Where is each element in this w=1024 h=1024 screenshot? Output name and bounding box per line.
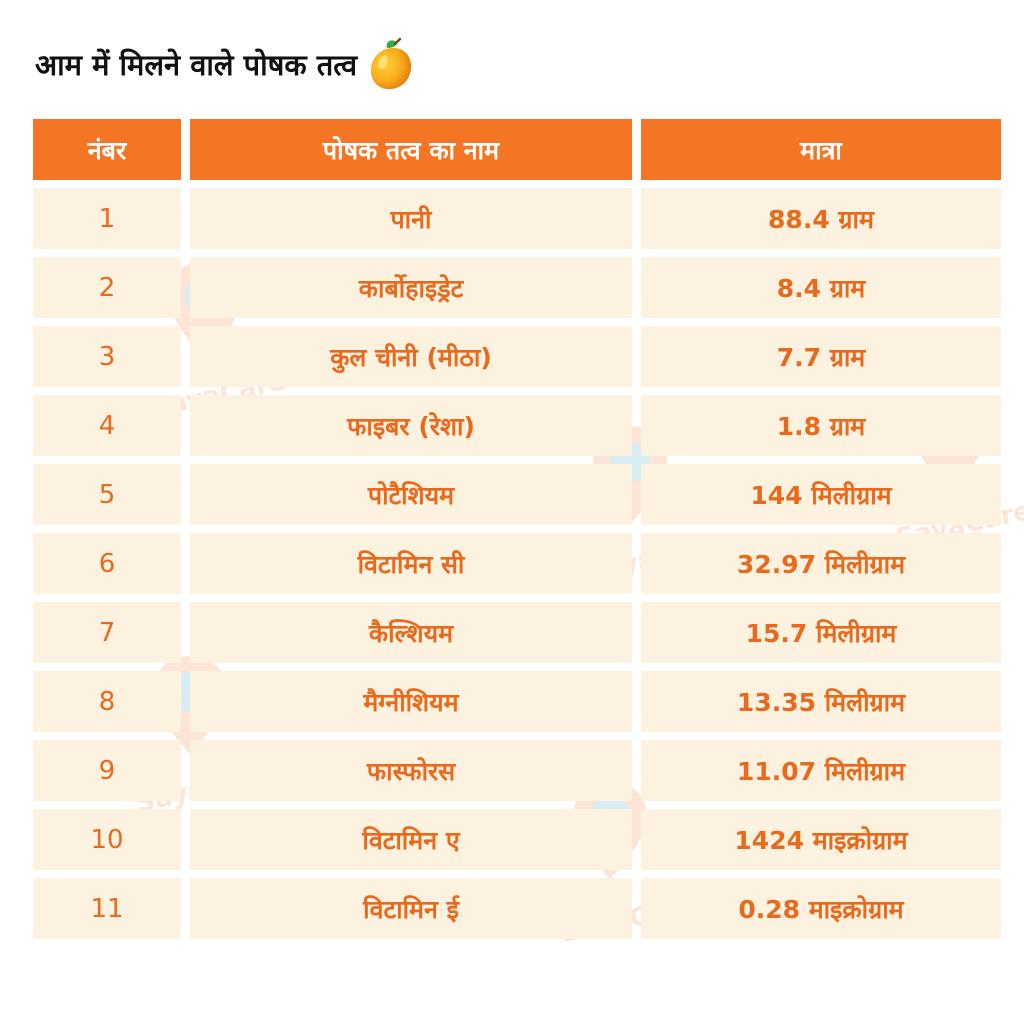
row-number: 6: [33, 533, 181, 594]
nutrient-name: पानी: [190, 188, 632, 249]
row-number: 8: [33, 671, 181, 732]
nutrient-amount: 0.28 माइक्रोग्राम: [641, 878, 1001, 939]
table-row: 10 विटामिन ए 1424 माइक्रोग्राम: [33, 809, 1001, 870]
title-row: आम में मिलने वाले पोषक तत्व: [35, 36, 417, 92]
row-number: 4: [33, 395, 181, 456]
nutrient-name: कार्बोहाइड्रेट: [190, 257, 632, 318]
header-amount: मात्रा: [641, 119, 1001, 180]
table-row: 4 फाइबर (रेशा) 1.8 ग्राम: [33, 395, 1001, 456]
nutrient-amount: 1424 माइक्रोग्राम: [641, 809, 1001, 870]
nutrient-amount: 32.97 मिलीग्राम: [641, 533, 1001, 594]
mango-icon: [371, 37, 412, 90]
row-number: 9: [33, 740, 181, 801]
row-number: 10: [33, 809, 181, 870]
nutrient-amount: 144 मिलीग्राम: [641, 464, 1001, 525]
nutrient-amount: 1.8 ग्राम: [641, 395, 1001, 456]
row-number: 11: [33, 878, 181, 939]
nutrient-name: पोटैशियम: [190, 464, 632, 525]
table-row: 9 फास्फोरस 11.07 मिलीग्राम: [33, 740, 1001, 801]
row-number: 3: [33, 326, 181, 387]
nutrient-name: कैल्शियम: [190, 602, 632, 663]
table-header-row: नंबर पोषक तत्व का नाम मात्रा: [33, 119, 1001, 180]
nutrient-amount: 13.35 मिलीग्राम: [641, 671, 1001, 732]
table-row: 1 पानी 88.4 ग्राम: [33, 188, 1001, 249]
nutrient-name: विटामिन ए: [190, 809, 632, 870]
nutrient-amount: 8.4 ग्राम: [641, 257, 1001, 318]
header-nutrient-name: पोषक तत्व का नाम: [190, 119, 632, 180]
row-number: 2: [33, 257, 181, 318]
table-row: 11 विटामिन ई 0.28 माइक्रोग्राम: [33, 878, 1001, 939]
table-row: 6 विटामिन सी 32.97 मिलीग्राम: [33, 533, 1001, 594]
nutrients-table: नंबर पोषक तत्व का नाम मात्रा 1 पानी 88.4…: [33, 119, 1001, 947]
nutrient-name: मैग्नीशियम: [190, 671, 632, 732]
nutrient-amount: 7.7 ग्राम: [641, 326, 1001, 387]
table-row: 5 पोटैशियम 144 मिलीग्राम: [33, 464, 1001, 525]
row-number: 1: [33, 188, 181, 249]
nutrient-name: फाइबर (रेशा): [190, 395, 632, 456]
nutrient-name: फास्फोरस: [190, 740, 632, 801]
nutrient-name: कुल चीनी (मीठा): [190, 326, 632, 387]
nutrient-name: विटामिन सी: [190, 533, 632, 594]
header-number: नंबर: [33, 119, 181, 180]
page-title: आम में मिलने वाले पोषक तत्व: [35, 47, 358, 82]
table-row: 3 कुल चीनी (मीठा) 7.7 ग्राम: [33, 326, 1001, 387]
row-number: 5: [33, 464, 181, 525]
nutrient-amount: 88.4 ग्राम: [641, 188, 1001, 249]
table-row: 7 कैल्शियम 15.7 मिलीग्राम: [33, 602, 1001, 663]
table-row: 8 मैग्नीशियम 13.35 मिलीग्राम: [33, 671, 1001, 732]
row-number: 7: [33, 602, 181, 663]
nutrient-amount: 15.7 मिलीग्राम: [641, 602, 1001, 663]
nutrient-amount: 11.07 मिलीग्राम: [641, 740, 1001, 801]
nutrient-name: विटामिन ई: [190, 878, 632, 939]
table-row: 2 कार्बोहाइड्रेट 8.4 ग्राम: [33, 257, 1001, 318]
